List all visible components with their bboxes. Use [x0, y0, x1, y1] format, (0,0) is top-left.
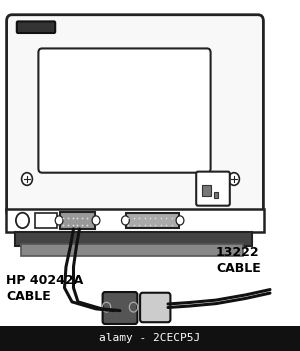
FancyBboxPatch shape	[103, 292, 137, 324]
Circle shape	[16, 213, 29, 228]
Circle shape	[122, 216, 129, 225]
Circle shape	[92, 216, 100, 225]
Bar	[0, 326, 300, 351]
Bar	[126, 213, 178, 228]
FancyBboxPatch shape	[38, 48, 211, 173]
Bar	[21, 244, 243, 256]
Text: HP 40242A
CABLE: HP 40242A CABLE	[6, 274, 83, 303]
Circle shape	[229, 173, 239, 185]
Circle shape	[22, 173, 32, 185]
Text: 13222
CABLE: 13222 CABLE	[216, 246, 261, 275]
Circle shape	[55, 216, 63, 225]
Text: alamy - 2CECP5J: alamy - 2CECP5J	[99, 333, 201, 343]
Bar	[214, 192, 218, 198]
Bar	[202, 185, 211, 196]
Bar	[34, 213, 57, 228]
FancyBboxPatch shape	[17, 21, 55, 33]
FancyBboxPatch shape	[140, 293, 170, 322]
Bar	[6, 209, 264, 232]
Bar	[60, 212, 94, 229]
Circle shape	[176, 216, 184, 225]
Bar	[15, 232, 252, 246]
FancyBboxPatch shape	[7, 15, 263, 217]
FancyBboxPatch shape	[196, 172, 230, 206]
